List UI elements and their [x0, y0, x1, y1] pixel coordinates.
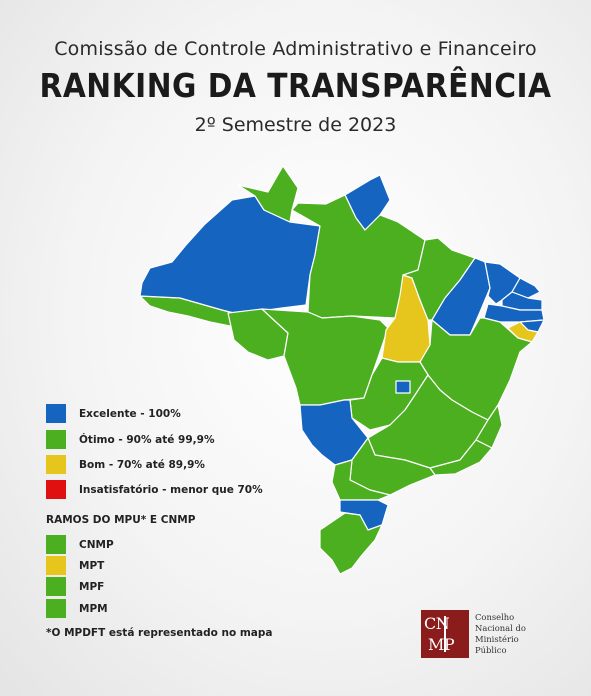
legend-label: Excelente - 100% [79, 407, 181, 420]
logo-mark-bottom: MP [428, 635, 455, 654]
logo-divider [444, 616, 446, 652]
logo-line-2: Nacional do [475, 623, 526, 633]
cnmp-logo-mark: CN MP [421, 610, 469, 658]
logo-mark-top: CN [424, 614, 450, 633]
branch-mpm: MPM [46, 599, 108, 618]
legend-swatch [46, 455, 66, 474]
logo-text: Conselho Nacional do Ministério Público [475, 612, 551, 656]
branch-label: MPM [79, 602, 108, 615]
footnote: *O MPDFT está representado no mapa [46, 627, 273, 639]
branch-label: MPT [79, 559, 105, 572]
branch-swatch [46, 556, 66, 575]
legend-otimo: Ótimo - 90% até 99,9% [46, 430, 214, 449]
state-RN[interactable] [511, 277, 541, 299]
state-DF[interactable] [395, 380, 411, 394]
legend-swatch [46, 404, 66, 423]
state-PR[interactable] [331, 459, 391, 501]
legend-excelente: Excelente - 100% [46, 404, 181, 423]
legend-bom: Bom - 70% até 89,9% [46, 455, 205, 474]
logo-line-1: Conselho [475, 612, 515, 622]
legend-swatch [46, 430, 66, 449]
branch-swatch [46, 535, 66, 554]
branch-cnmp: CNMP [46, 535, 114, 554]
logo-line-3: Ministério Público [475, 634, 519, 655]
period-label: 2º Semestre de 2023 [194, 114, 397, 136]
state-AM[interactable] [139, 195, 321, 315]
branches-title: RAMOS DO MPU* E CNMP [46, 514, 196, 526]
legend-label: Bom - 70% até 89,9% [79, 458, 205, 471]
branch-label: MPF [79, 580, 105, 593]
legend-insatisfatorio: Insatisfatório - menor que 70% [46, 480, 263, 499]
state-RS[interactable] [319, 512, 383, 575]
branch-mpt: MPT [46, 556, 104, 575]
branch-swatch [46, 577, 66, 596]
legend-label: Insatisfatório - menor que 70% [79, 483, 263, 496]
page-title: RANKING DA TRANSPARÊNCIA [39, 66, 552, 105]
legend-swatch [46, 480, 66, 499]
legend-label: Ótimo - 90% até 99,9% [79, 433, 215, 446]
branch-mpf: MPF [46, 577, 104, 596]
state-ES[interactable] [475, 404, 503, 449]
cnmp-logo: CN MP Conselho Nacional do Ministério Pú… [421, 610, 551, 658]
branch-label: CNMP [79, 538, 114, 551]
state-RJ[interactable] [429, 439, 493, 476]
subtitle-commission: Comissão de Controle Administrativo e Fi… [54, 38, 537, 60]
branch-swatch [46, 599, 66, 618]
